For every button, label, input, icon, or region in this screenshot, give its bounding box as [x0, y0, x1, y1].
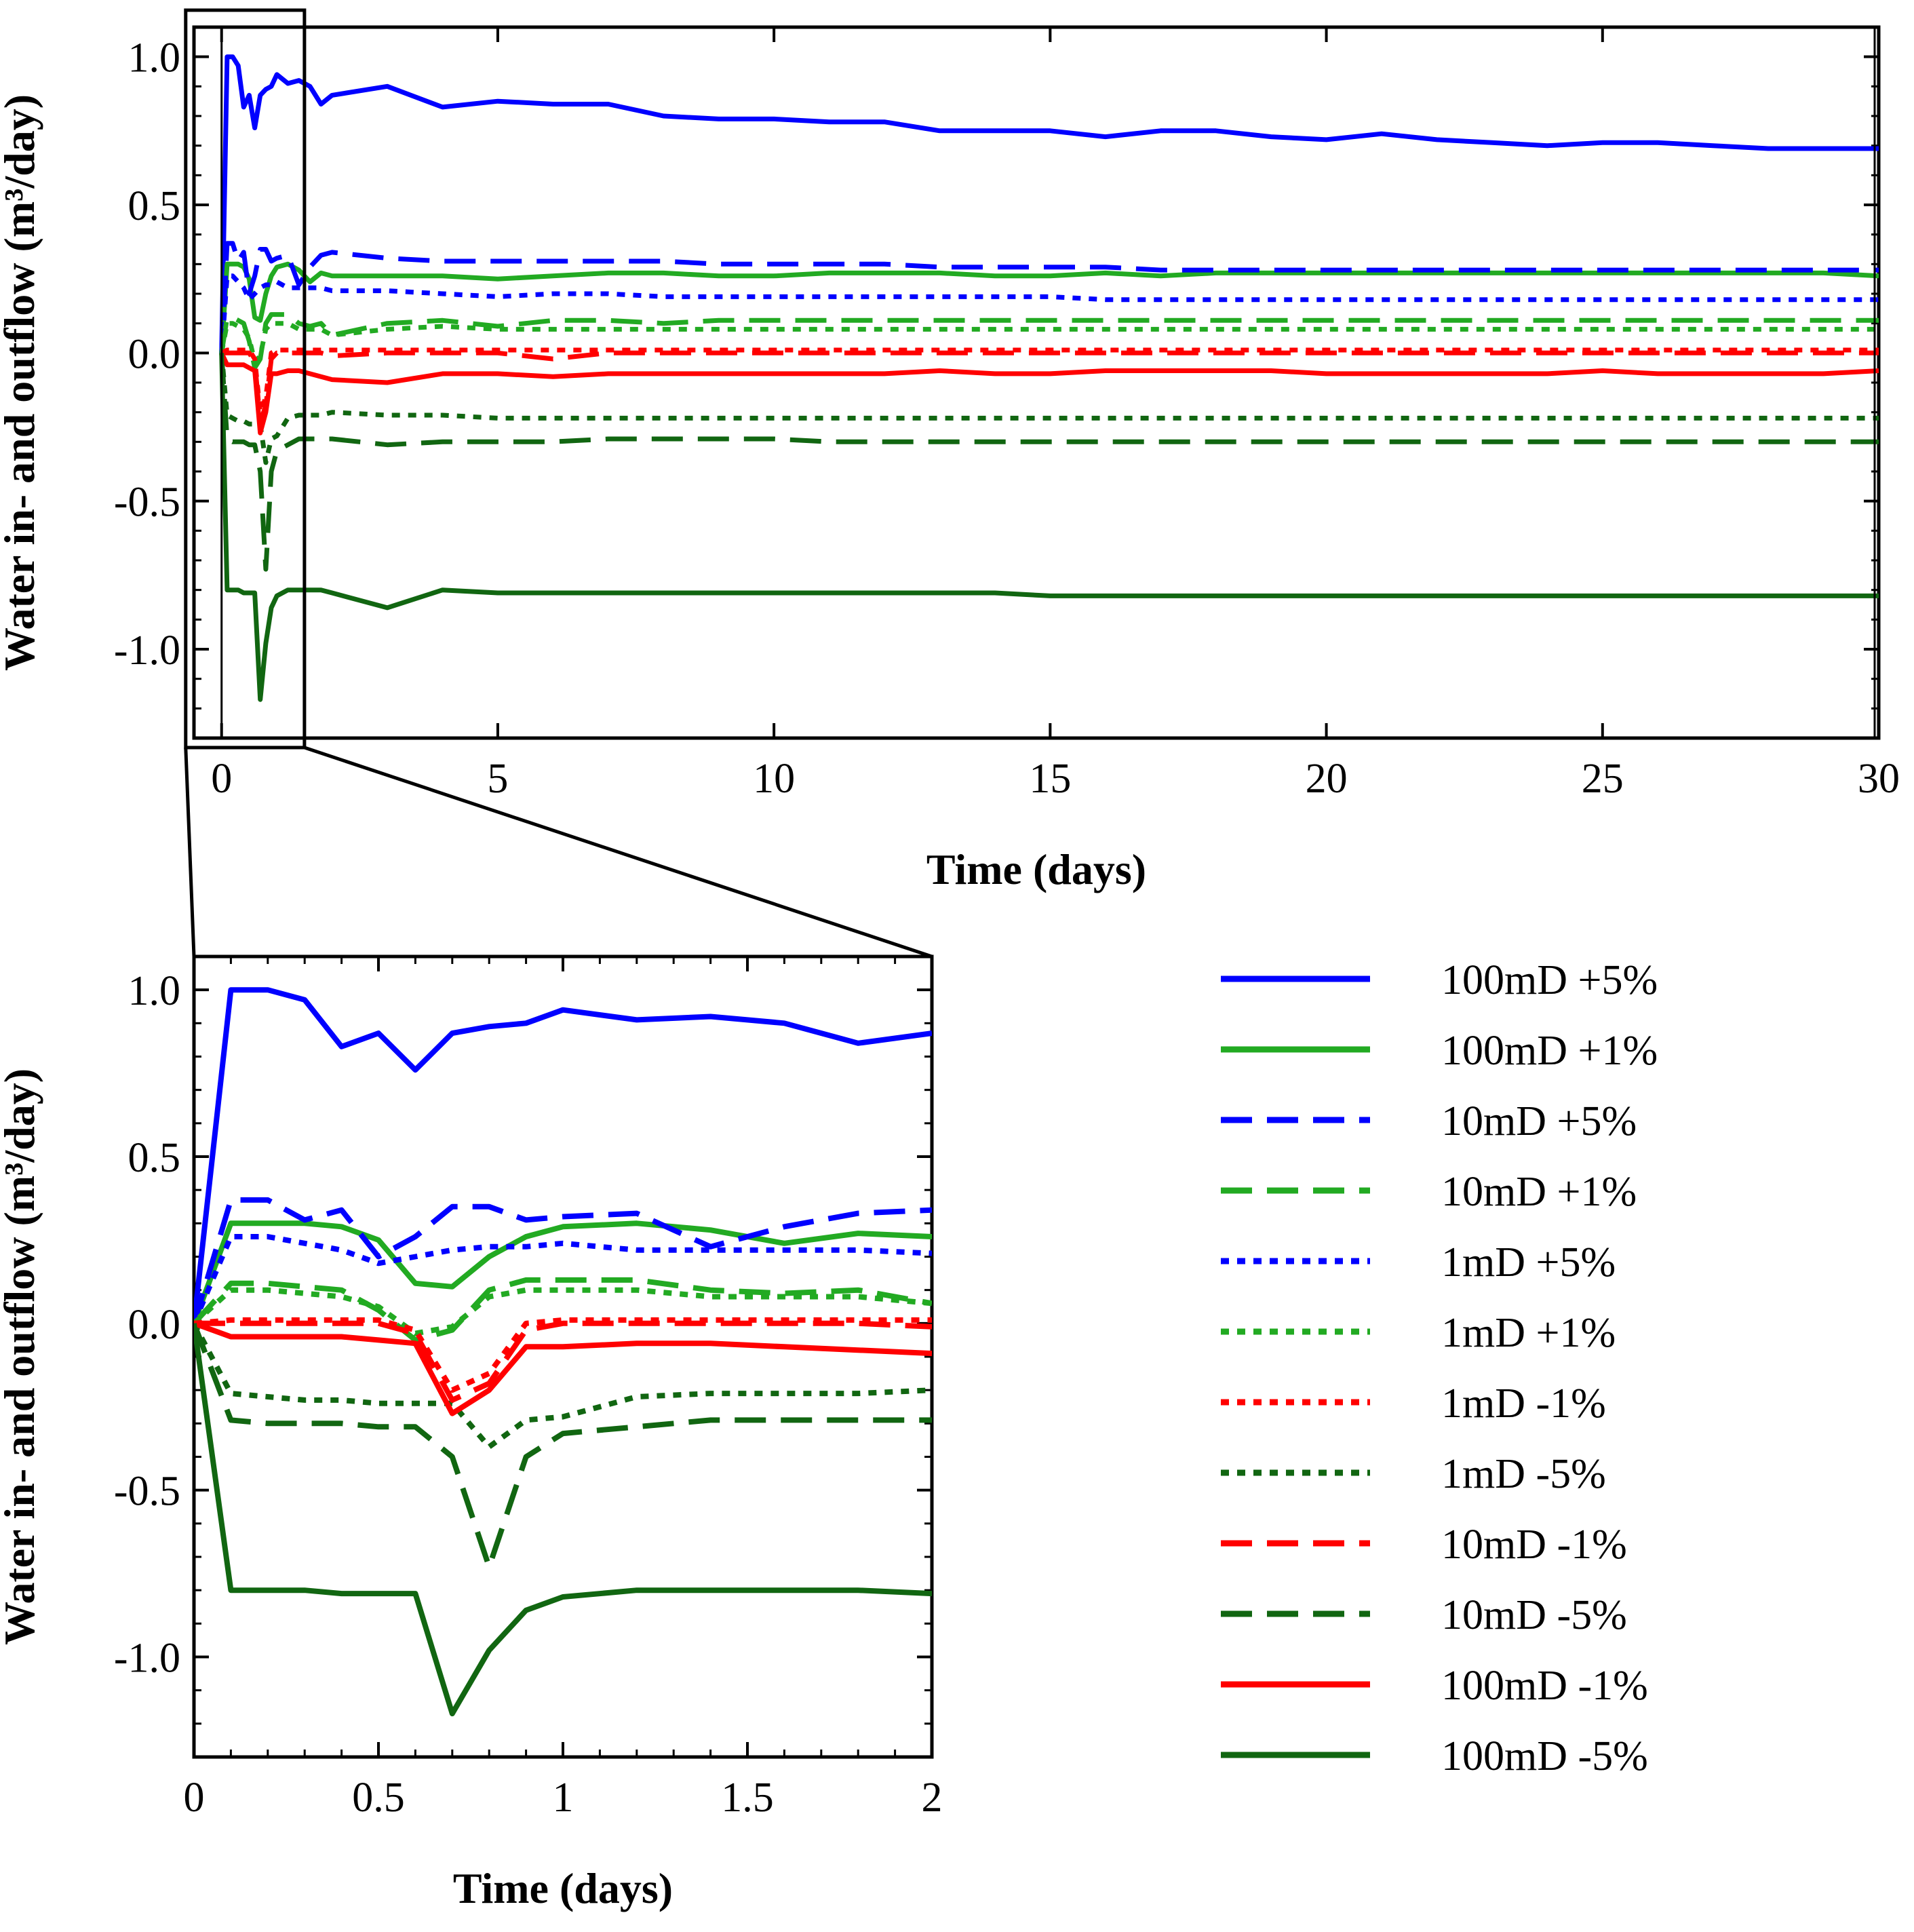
zoom-y-tick-label: 1.0 [128, 968, 181, 1014]
legend-label-8: 10mD -1% [1441, 1522, 1627, 1568]
main-x-tick-label: 5 [487, 756, 508, 802]
zoom-connector [184, 8, 933, 959]
zoom-series-line-5 [194, 1287, 932, 1336]
legend-label-7: 1mD -5% [1441, 1451, 1606, 1497]
main-y-tick-label: 0.5 [128, 183, 181, 229]
main-x-tick-label: 0 [211, 756, 232, 802]
legend-label-0: 100mD +5% [1441, 957, 1658, 1003]
zoom-connector-right [304, 746, 933, 959]
main-inner-frame [220, 26, 1876, 739]
main-x-tick-label: 10 [753, 756, 795, 802]
main-x-tick-label: 20 [1306, 756, 1348, 802]
zoom-y-axis-title: Water in- and outflow (m³/day) [0, 1068, 43, 1645]
main-y-axis-title: Water in- and outflow (m³/day) [0, 94, 43, 671]
main-series-line-8 [221, 350, 1879, 424]
main-y-tick-label: -0.5 [114, 480, 180, 526]
legend-label-3: 10mD +1% [1441, 1169, 1637, 1215]
main-y-tick-label: 1.0 [128, 35, 181, 81]
zoom-x-tick-label: 1.5 [721, 1775, 774, 1821]
main-plot: 0 5 10 15 20 25 30 1.0 0.5 0.0 -0.5 -1.0 Time (days)… [0, 25, 1900, 893]
zoom-series-line-11 [194, 1323, 932, 1717]
zoom-y-tick-label: 0.0 [128, 1302, 181, 1348]
main-x-tick-label: 15 [1029, 756, 1071, 802]
zoom-series-line-3 [194, 1277, 932, 1343]
main-y-tick-label: -1.0 [114, 627, 180, 674]
main-series-line-11 [219, 353, 1879, 702]
main-x-tick-label: 25 [1582, 756, 1624, 802]
main-series-line-1 [219, 261, 1879, 353]
main-x-axis-title: Time (days) [926, 845, 1146, 893]
zoom-plot: 0 0.5 1 1.5 2 1.0 0.5 0.0 -0.5 -1.0 Time (days) Wat… [0, 954, 943, 1912]
zoom-y-tick-label: -0.5 [114, 1469, 180, 1515]
legend: 100mD +5% 100mD +1% 10mD +5% 10mD +1% 1mD +5… [1221, 957, 1658, 1779]
zoom-series-line-10 [194, 1321, 932, 1416]
zoom-x-tick-label: 1 [553, 1775, 574, 1821]
legend-label-10: 100mD -1% [1441, 1663, 1648, 1709]
main-x-tick-label: 30 [1858, 756, 1900, 802]
zoom-region-rect [184, 8, 307, 750]
zoom-x-axis-title: Time (days) [453, 1864, 673, 1912]
zoom-series-line-7 [194, 1321, 932, 1450]
main-y-tick-label: 0.0 [128, 331, 181, 377]
zoom-series-line-8 [194, 1320, 932, 1403]
main-series-line-7 [219, 352, 1879, 465]
zoom-series-line-1 [194, 1220, 932, 1325]
zoom-series-line-6 [194, 1317, 932, 1393]
zoom-series-line-4 [194, 1234, 932, 1325]
zoom-y-tick-label: -1.0 [114, 1636, 180, 1682]
zoom-series-line-2 [194, 1197, 932, 1324]
legend-label-5: 1mD +1% [1441, 1310, 1616, 1356]
main-series-line-3 [219, 312, 1879, 370]
legend-label-11: 100mD -5% [1441, 1733, 1648, 1779]
zoom-series-line-0 [194, 987, 932, 1324]
legend-label-1: 100mD +1% [1441, 1028, 1658, 1074]
legend-label-2: 10mD +5% [1441, 1098, 1637, 1144]
zoom-y-tick-label: 0.5 [128, 1135, 181, 1181]
legend-label-4: 1mD +5% [1441, 1239, 1616, 1286]
zoom-connector-left [184, 747, 196, 957]
zoom-axes-frame [192, 954, 934, 1759]
zoom-x-tick-label: 0 [184, 1775, 205, 1821]
main-series-line-4 [219, 273, 1879, 353]
legend-label-9: 10mD -5% [1441, 1592, 1627, 1638]
main-series-line-2 [219, 241, 1879, 353]
main-series-line-6 [220, 347, 1879, 415]
zoom-x-tick-label: 2 [922, 1775, 943, 1821]
legend-label-6: 1mD -1% [1441, 1380, 1606, 1427]
main-axes-frame [192, 25, 1881, 740]
main-series-line-5 [219, 321, 1879, 364]
main-series-line-10 [219, 351, 1879, 436]
zoom-series-line-9 [194, 1322, 932, 1570]
zoom-x-tick-label: 0.5 [352, 1775, 405, 1821]
main-series-line-9 [219, 353, 1879, 572]
main-series-line-0 [219, 54, 1879, 353]
